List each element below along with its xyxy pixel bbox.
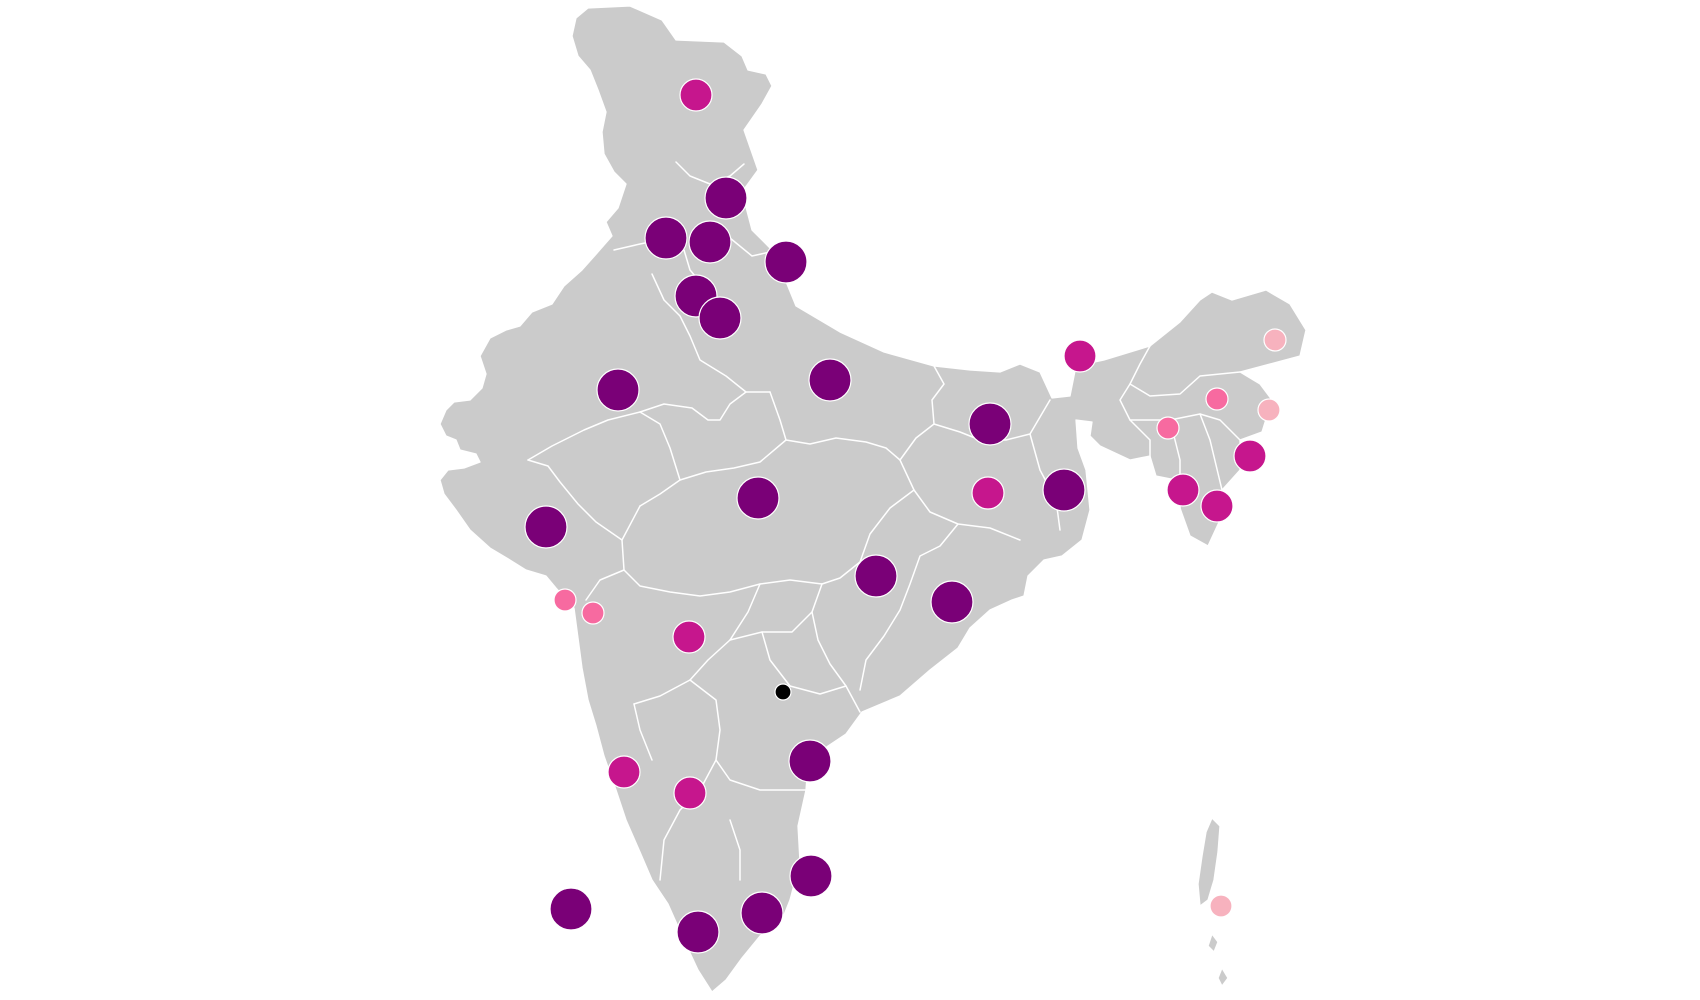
marker-meghalaya[interactable] <box>1156 416 1180 440</box>
marker-maharashtra[interactable] <box>672 620 706 654</box>
marker-layer <box>524 78 1287 954</box>
marker-west-bengal[interactable] <box>1042 468 1086 512</box>
marker-karnataka[interactable] <box>673 776 707 810</box>
marker-uttar-pradesh[interactable] <box>808 358 852 402</box>
marker-arunachal-pradesh[interactable] <box>1263 328 1287 352</box>
marker-himachal[interactable] <box>704 176 748 220</box>
marker-puducherry[interactable] <box>789 854 833 898</box>
marker-tamil-nadu[interactable] <box>740 891 784 935</box>
marker-assam[interactable] <box>1205 387 1229 411</box>
marker-andhra-pradesh[interactable] <box>788 739 832 783</box>
marker-tripura[interactable] <box>1166 473 1200 507</box>
nicobar-island-2 <box>1217 967 1229 987</box>
marker-gujarat[interactable] <box>524 505 568 549</box>
andaman-islands <box>1197 817 1221 907</box>
marker-telangana[interactable] <box>774 683 792 701</box>
nicobar-island-1 <box>1207 933 1219 953</box>
marker-manipur[interactable] <box>1233 439 1267 473</box>
marker-dadra-nagar-haveli[interactable] <box>581 601 605 625</box>
marker-andaman-nicobar[interactable] <box>1209 894 1233 918</box>
state-borders <box>527 161 1241 881</box>
marker-madhya-pradesh[interactable] <box>736 476 780 520</box>
marker-uttarakhand[interactable] <box>764 240 808 284</box>
marker-chhattisgarh[interactable] <box>854 554 898 598</box>
marker-nagaland[interactable] <box>1257 398 1281 422</box>
marker-daman-diu[interactable] <box>553 588 577 612</box>
marker-delhi[interactable] <box>698 296 742 340</box>
marker-goa[interactable] <box>607 755 641 789</box>
marker-kerala[interactable] <box>676 910 720 954</box>
marker-lakshadweep[interactable] <box>549 887 593 931</box>
marker-chandigarh[interactable] <box>688 220 732 264</box>
marker-sikkim[interactable] <box>1063 339 1097 373</box>
marker-kashmir[interactable] <box>679 78 713 112</box>
marker-bihar[interactable] <box>968 402 1012 446</box>
marker-punjab[interactable] <box>644 216 688 260</box>
marker-jharkhand[interactable] <box>971 476 1005 510</box>
marker-mizoram[interactable] <box>1200 489 1234 523</box>
marker-odisha[interactable] <box>930 580 974 624</box>
marker-rajasthan[interactable] <box>596 368 640 412</box>
